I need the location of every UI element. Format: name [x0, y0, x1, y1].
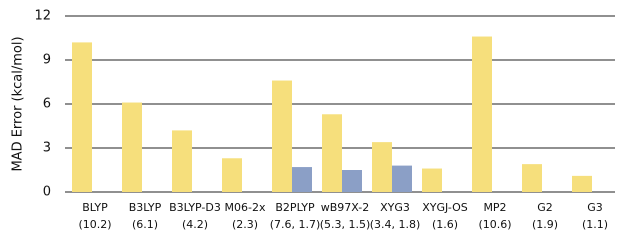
- bar: [422, 168, 442, 192]
- x-tick-note: (10.2): [78, 218, 111, 231]
- bar: [342, 170, 362, 192]
- x-tick-label: M06-2x: [225, 201, 266, 214]
- x-tick-note: (7.6, 1.7): [270, 218, 321, 231]
- x-tick-label: MP2: [483, 201, 506, 214]
- x-tick-note: (6.1): [132, 218, 158, 231]
- bar: [292, 167, 312, 192]
- x-tick-label: G2: [537, 201, 553, 214]
- x-tick-label: B3LYP: [129, 201, 162, 214]
- x-tick-label: wB97X-2: [321, 201, 370, 214]
- bar: [372, 142, 392, 192]
- bar: [472, 36, 492, 193]
- bar: [172, 130, 192, 192]
- x-tick-note: (4.2): [182, 218, 208, 231]
- x-tick-note: (1.1): [582, 218, 608, 231]
- x-tick-label: G3: [587, 201, 603, 214]
- y-axis-label: MAD Error (kcal/mol): [11, 36, 26, 171]
- x-tick-note: (1.6): [432, 218, 458, 231]
- x-tick-note: (1.9): [532, 218, 558, 231]
- bar: [72, 42, 92, 193]
- bar: [522, 164, 542, 192]
- x-tick-note: (10.6): [478, 218, 511, 231]
- bar: [222, 158, 242, 192]
- x-tick-label: B3LYP-D3: [169, 201, 221, 214]
- x-tick-label: BLYP: [82, 201, 108, 214]
- x-tick-note: (2.3): [232, 218, 258, 231]
- bar: [392, 165, 412, 192]
- bar: [322, 114, 342, 192]
- y-tick-label: 9: [43, 53, 51, 68]
- y-tick-label: 3: [43, 141, 51, 156]
- x-tick-label: B2PLYP: [275, 201, 315, 214]
- bar: [572, 175, 592, 192]
- x-tick-note: (3.4, 1.8): [370, 218, 421, 231]
- x-tick-note: (5.3, 1.5): [320, 218, 371, 231]
- y-tick-label: 0: [43, 185, 51, 200]
- y-tick-label: 12: [34, 9, 51, 24]
- y-tick-label: 6: [43, 97, 51, 112]
- bar: [122, 102, 142, 192]
- bar: [272, 80, 292, 192]
- x-tick-label: XYG3: [380, 201, 410, 214]
- x-tick-label: XYGJ-OS: [422, 201, 468, 214]
